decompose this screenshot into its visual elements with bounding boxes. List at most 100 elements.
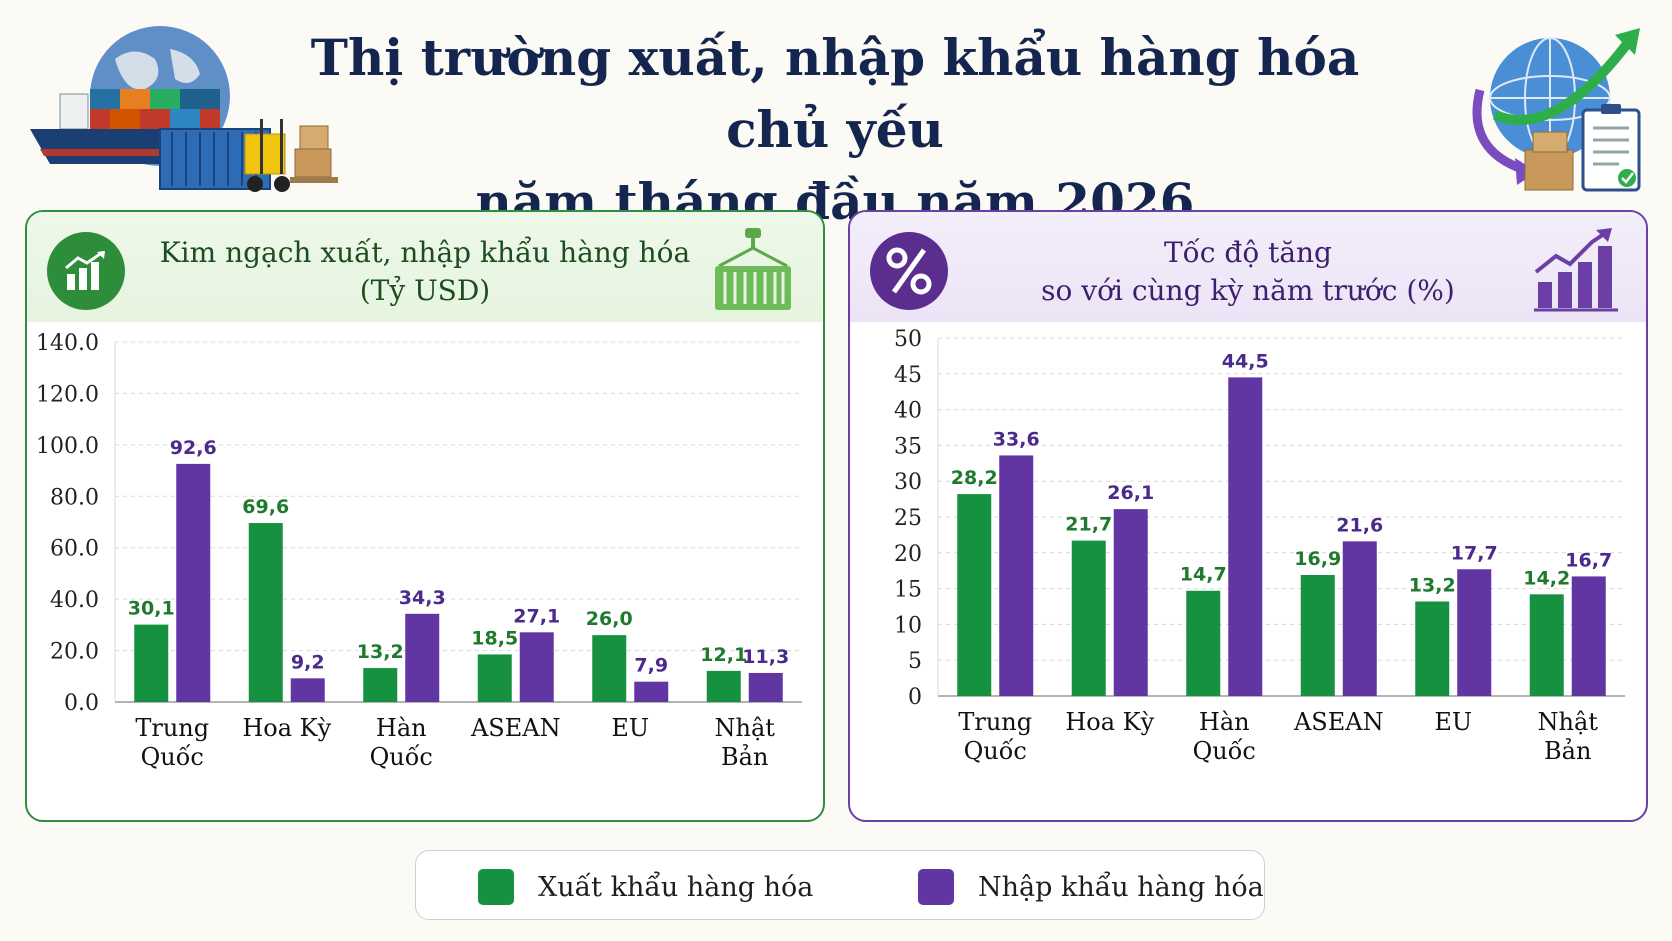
bar-import (519, 632, 554, 702)
bar-import (290, 678, 325, 702)
x-tick-label: Quốc (1193, 737, 1256, 765)
y-tick-label: 20.0 (50, 640, 99, 665)
bar-export (248, 523, 283, 702)
x-tick-label: Nhật (715, 714, 776, 742)
y-tick-label: 40 (894, 399, 922, 424)
y-tick-label: 0 (908, 685, 922, 710)
bar-export (134, 624, 169, 702)
x-tick-label: Trung (958, 708, 1032, 736)
data-label-export: 13,2 (1409, 574, 1456, 596)
bar-import (176, 463, 211, 702)
legend-item-export: Xuất khẩu hàng hóa (478, 869, 813, 905)
y-tick-label: 120.0 (36, 382, 99, 407)
export-import-value-panel: Kim ngạch xuất, nhập khẩu hàng hóa (Tỷ U… (25, 210, 825, 822)
bar-export (1529, 594, 1564, 696)
data-label-import: 11,3 (742, 646, 789, 668)
x-tick-label: Bản (1544, 737, 1591, 765)
boxes-icon (1524, 149, 1574, 191)
bar-export (592, 635, 627, 702)
bar-import (1457, 569, 1492, 696)
x-tick-label: ASEAN (1293, 708, 1384, 736)
data-label-import: 26,1 (1107, 482, 1154, 504)
x-tick-label: Quốc (370, 743, 433, 771)
export-import-value-chart: 0.0 20.0 40.0 60.0 80.0 100.0 120.0 140.0 30,1 92… (36, 331, 802, 771)
data-label-export: 30,1 (128, 598, 175, 620)
x-tick-label: EU (611, 714, 649, 742)
panel-title-line-2: (Tỷ USD) (359, 274, 491, 307)
data-label-import: 27,1 (513, 605, 560, 627)
data-label-import: 44,5 (1222, 350, 1269, 372)
arrow-curve-icon (1472, 88, 1527, 175)
x-tick-label: Nhật (1538, 708, 1599, 736)
data-label-import: 21,6 (1336, 514, 1383, 536)
bar-import (748, 672, 783, 702)
x-tick-label: Trung (135, 714, 209, 742)
x-tick-label: Hoa Kỳ (242, 714, 331, 742)
y-tick-label: 40.0 (50, 588, 99, 613)
y-tick-label: 60.0 (50, 537, 99, 562)
cargo-ship-illustration-icon (30, 26, 338, 192)
x-tick-label: ASEAN (470, 714, 561, 742)
page-title: Thị trường xuất, nhập khẩu hàng hóa chủ … (280, 22, 1390, 238)
x-tick-label: Quốc (141, 743, 204, 771)
bar-export (1415, 601, 1450, 696)
panel-header: Tốc độ tăng so với cùng kỳ năm trước (%) (850, 212, 1646, 322)
data-label-import: 92,6 (170, 437, 217, 459)
bar-import (999, 455, 1034, 696)
legend-label-export: Xuất khẩu hàng hóa (538, 871, 814, 903)
x-tick-label: Bản (721, 743, 768, 771)
panel-title-line-1: Tốc độ tăng (1164, 236, 1332, 269)
bar-export (477, 654, 512, 702)
data-label-export: 13,2 (357, 641, 404, 663)
bar-import (405, 613, 440, 702)
bar-chart-growth-icon (47, 232, 125, 310)
data-label-export: 14,2 (1523, 567, 1570, 589)
growth-rate-chart: 0510152025303540455028,233,6TrungQuốc21,… (894, 327, 1625, 765)
legend-swatch-export (478, 869, 514, 905)
x-tick-label: Quốc (964, 737, 1027, 765)
legend-label-import: Nhập khẩu hàng hóa (978, 871, 1264, 903)
data-label-import: 16,7 (1565, 549, 1612, 571)
bar-import (1113, 509, 1148, 696)
percent-icon (870, 232, 948, 310)
chart-legend: Xuất khẩu hàng hóa Nhập khẩu hàng hóa (415, 850, 1265, 920)
growth-rate-panel: Tốc độ tăng so với cùng kỳ năm trước (%)… (848, 210, 1648, 822)
data-label-export: 12,1 (700, 644, 747, 666)
bar-export (1071, 540, 1106, 696)
container-crane-icon (715, 228, 791, 310)
bar-export (706, 670, 741, 702)
x-tick-label: Hàn (376, 714, 427, 742)
y-tick-label: 10 (894, 613, 922, 638)
bar-import (1571, 576, 1606, 696)
x-tick-label: EU (1434, 708, 1472, 736)
data-label-import: 17,7 (1451, 542, 1498, 564)
arrow-up-icon (1493, 36, 1634, 125)
panel-title-line-2: so với cùng kỳ năm trước (%) (1041, 274, 1455, 307)
data-label-export: 26,0 (586, 608, 633, 630)
data-label-import: 34,3 (399, 587, 446, 609)
data-label-import: 7,9 (634, 655, 668, 677)
data-label-export: 16,9 (1294, 548, 1341, 570)
bar-export (1186, 590, 1221, 696)
panel-header: Kim ngạch xuất, nhập khẩu hàng hóa (Tỷ U… (27, 212, 823, 322)
data-label-export: 69,6 (242, 496, 289, 518)
globe-trade-illustration-icon (1472, 28, 1641, 192)
bar-import (1228, 377, 1263, 696)
x-tick-label: Hàn (1199, 708, 1250, 736)
y-tick-label: 15 (894, 578, 922, 603)
y-tick-label: 30 (894, 470, 922, 495)
y-tick-label: 0.0 (64, 691, 99, 716)
bar-import (1342, 541, 1377, 696)
data-label-import: 9,2 (291, 651, 325, 673)
title-line-1: Thị trường xuất, nhập khẩu hàng hóa chủ … (310, 28, 1360, 159)
y-tick-label: 35 (894, 434, 922, 459)
growth-chart-icon (1534, 228, 1618, 312)
legend-swatch-import (918, 869, 954, 905)
data-label-export: 28,2 (951, 467, 998, 489)
bar-export (1300, 574, 1335, 696)
panel-title: Tốc độ tăng so với cùng kỳ năm trước (%) (960, 234, 1536, 310)
y-tick-label: 140.0 (36, 331, 99, 356)
bar-export (957, 494, 992, 696)
data-label-export: 21,7 (1065, 514, 1112, 536)
y-tick-label: 45 (894, 363, 922, 388)
